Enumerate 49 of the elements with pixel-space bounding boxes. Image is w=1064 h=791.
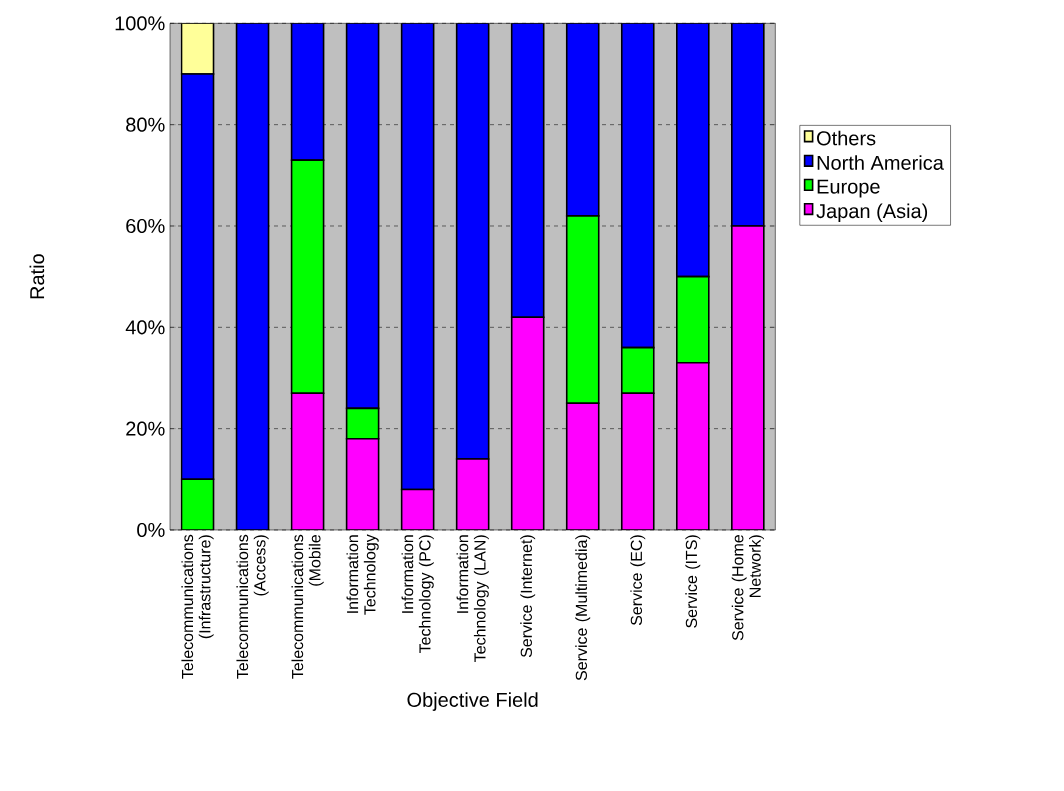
bar bbox=[345, 407, 380, 440]
bar bbox=[731, 225, 765, 530]
y-tick-label: 20% bbox=[126, 421, 165, 436]
bar bbox=[290, 23, 325, 161]
x-tick-label: Service (Home Network) bbox=[731, 534, 764, 641]
x-tick-label: Telecommunications (Mobile bbox=[291, 534, 324, 679]
bar bbox=[456, 459, 489, 530]
bar bbox=[621, 393, 654, 530]
bar bbox=[511, 317, 544, 530]
y-axis-title: Ratio bbox=[29, 254, 45, 299]
bar bbox=[566, 403, 599, 530]
legend-label: Europe bbox=[817, 179, 880, 198]
bar bbox=[565, 215, 600, 405]
bar bbox=[620, 23, 655, 349]
x-tick-label: Service (Multimedia) bbox=[575, 535, 591, 681]
bar bbox=[291, 393, 324, 530]
legend-label: Japan (Asia) bbox=[816, 203, 928, 223]
bar bbox=[510, 23, 545, 318]
bar bbox=[565, 23, 600, 217]
bar bbox=[401, 489, 434, 530]
bar bbox=[290, 159, 325, 394]
x-tick-label: Service (ITS) bbox=[685, 535, 701, 628]
bar bbox=[675, 23, 710, 278]
bar bbox=[346, 438, 379, 530]
bar bbox=[181, 479, 214, 530]
y-tick-label: 0% bbox=[137, 522, 165, 538]
bar bbox=[455, 23, 490, 460]
bar bbox=[620, 346, 655, 394]
bar bbox=[180, 73, 215, 481]
x-axis-title: Objective Field bbox=[407, 692, 538, 711]
bar bbox=[345, 23, 380, 410]
x-tick-label: Information Technology (LAN) bbox=[456, 535, 489, 662]
bar bbox=[236, 23, 269, 530]
y-tick-label: 100% bbox=[115, 16, 165, 31]
legend-label: Others bbox=[817, 130, 876, 146]
y-tick-label: 60% bbox=[126, 218, 165, 234]
x-tick-label: Information Technology bbox=[346, 534, 379, 615]
legend-label: North America bbox=[817, 155, 944, 170]
x-tick-label: Service (EC) bbox=[630, 535, 646, 626]
x-tick-label: Telecommunications (Access) bbox=[236, 534, 269, 679]
bar bbox=[675, 275, 710, 364]
bar bbox=[731, 23, 765, 227]
bar bbox=[400, 23, 435, 491]
y-tick-label: 40% bbox=[125, 320, 165, 335]
x-tick-label: Information Technology (PC) bbox=[401, 535, 434, 654]
x-tick-label: Service (Internet) bbox=[520, 535, 536, 658]
y-tick-label: 80% bbox=[126, 117, 165, 132]
bar bbox=[676, 362, 709, 530]
x-tick-label: Telecommunications (Infrastructure) bbox=[181, 534, 214, 679]
